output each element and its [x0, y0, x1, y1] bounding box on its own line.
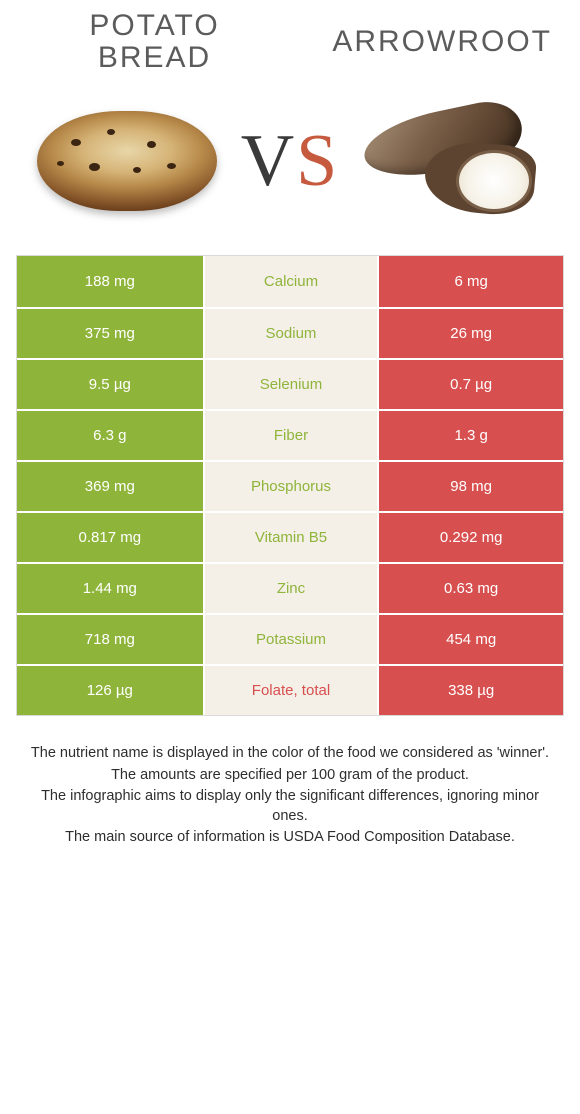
footer-line: The nutrient name is displayed in the co… [26, 744, 554, 764]
right-value: 0.7 µg [377, 358, 563, 409]
vs-s: S [296, 120, 339, 202]
vs-label: VS [235, 119, 346, 204]
table-row: 126 µgFolate, total338 µg [17, 664, 563, 715]
nutrient-name: Potassium [203, 613, 378, 664]
title-left: POTATOBREAD [22, 10, 287, 73]
table-row: 188 mgCalcium6 mg [17, 256, 563, 307]
right-value: 0.292 mg [377, 511, 563, 562]
right-value: 454 mg [377, 613, 563, 664]
nutrient-name: Folate, total [203, 664, 378, 715]
nutrient-name: Calcium [203, 256, 378, 307]
vs-v: V [241, 120, 296, 202]
table-row: 9.5 µgSelenium0.7 µg [17, 358, 563, 409]
table-row: 369 mgPhosphorus98 mg [17, 460, 563, 511]
footer-notes: The nutrient name is displayed in the co… [12, 716, 568, 848]
nutrient-name: Phosphorus [203, 460, 378, 511]
footer-line: The infographic aims to display only the… [26, 787, 554, 826]
left-value: 9.5 µg [17, 358, 203, 409]
left-value: 375 mg [17, 307, 203, 358]
comparison-table: 188 mgCalcium6 mg375 mgSodium26 mg9.5 µg… [16, 255, 564, 716]
image-potato-bread [20, 81, 235, 241]
left-value: 126 µg [17, 664, 203, 715]
image-arrowroot [345, 81, 560, 241]
footer-line: The amounts are specified per 100 gram o… [26, 766, 554, 786]
right-value: 0.63 mg [377, 562, 563, 613]
right-value: 98 mg [377, 460, 563, 511]
images-row: VS [12, 81, 568, 255]
right-value: 6 mg [377, 256, 563, 307]
right-value: 1.3 g [377, 409, 563, 460]
left-value: 188 mg [17, 256, 203, 307]
left-value: 1.44 mg [17, 562, 203, 613]
header: POTATOBREAD ARROWROOT [12, 10, 568, 73]
nutrient-name: Selenium [203, 358, 378, 409]
title-right: ARROWROOT [287, 26, 558, 58]
nutrient-name: Vitamin B5 [203, 511, 378, 562]
right-value: 338 µg [377, 664, 563, 715]
table-row: 375 mgSodium26 mg [17, 307, 563, 358]
footer-line: The main source of information is USDA F… [26, 828, 554, 848]
nutrient-name: Fiber [203, 409, 378, 460]
left-value: 718 mg [17, 613, 203, 664]
left-value: 6.3 g [17, 409, 203, 460]
nutrient-name: Zinc [203, 562, 378, 613]
left-value: 369 mg [17, 460, 203, 511]
table-row: 6.3 gFiber1.3 g [17, 409, 563, 460]
right-value: 26 mg [377, 307, 563, 358]
table-row: 718 mgPotassium454 mg [17, 613, 563, 664]
table-row: 1.44 mgZinc0.63 mg [17, 562, 563, 613]
nutrient-name: Sodium [203, 307, 378, 358]
table-row: 0.817 mgVitamin B50.292 mg [17, 511, 563, 562]
left-value: 0.817 mg [17, 511, 203, 562]
